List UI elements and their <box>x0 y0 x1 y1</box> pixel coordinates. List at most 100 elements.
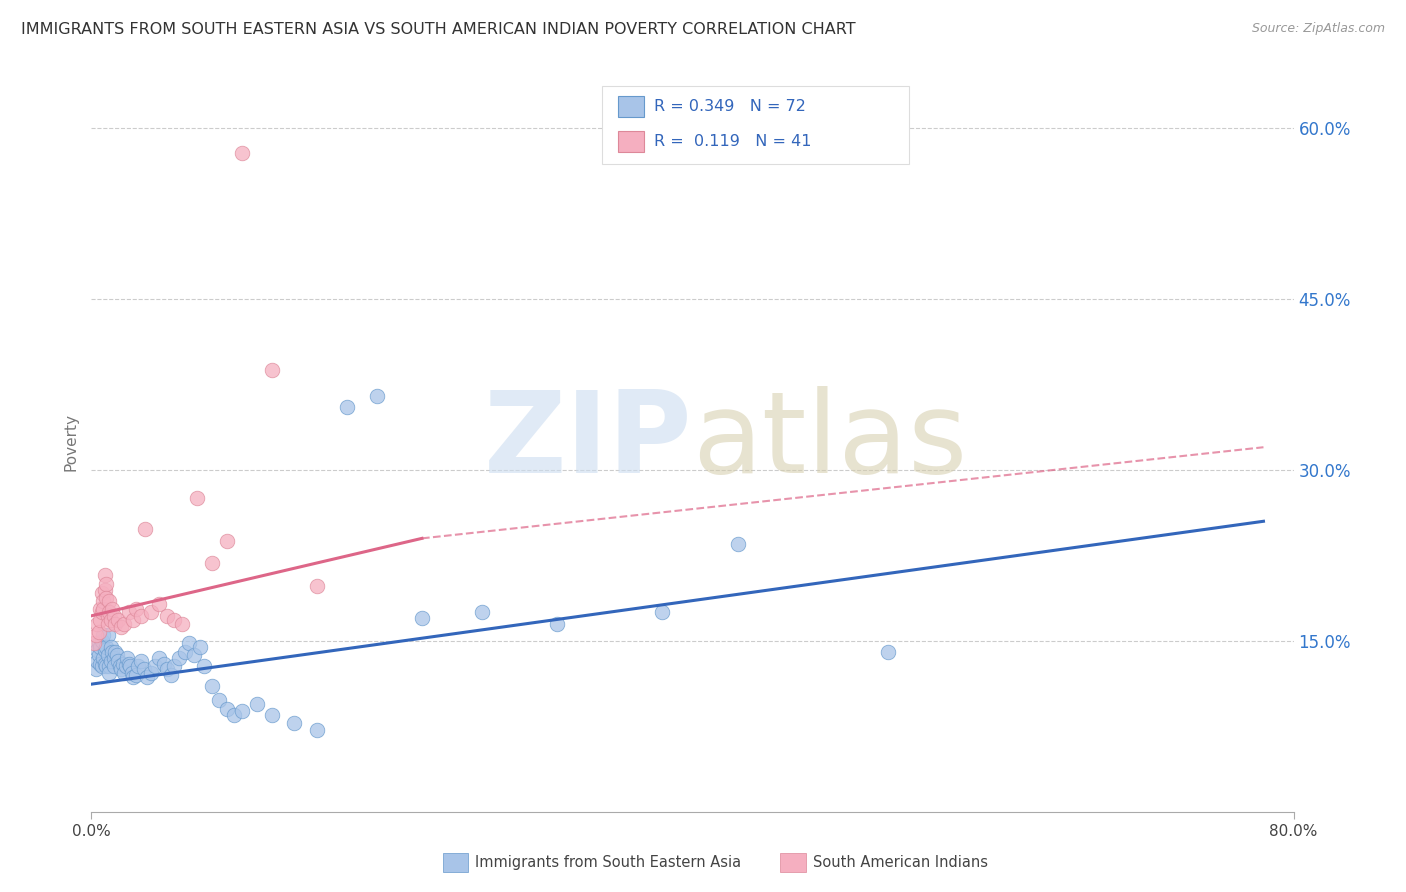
Point <box>89 640 111 654</box>
FancyBboxPatch shape <box>617 95 644 117</box>
Point <box>100 613 122 627</box>
Point <box>86 654 108 668</box>
Point <box>155 662 177 676</box>
FancyBboxPatch shape <box>617 131 644 152</box>
Point <box>101 602 124 616</box>
Point <box>246 697 269 711</box>
Point <box>117 651 139 665</box>
Point <box>115 659 138 673</box>
Point <box>96 659 118 673</box>
Point <box>173 645 195 659</box>
Point <box>141 606 163 620</box>
Point <box>122 670 145 684</box>
Point <box>98 665 121 680</box>
Point <box>188 640 211 654</box>
Text: Source: ZipAtlas.com: Source: ZipAtlas.com <box>1251 22 1385 36</box>
Text: R = 0.349   N = 72: R = 0.349 N = 72 <box>654 99 806 114</box>
Point <box>231 146 253 161</box>
Point <box>87 648 110 662</box>
Point <box>108 659 131 673</box>
Point <box>96 640 118 654</box>
Point <box>129 608 152 623</box>
Point <box>183 648 205 662</box>
Point <box>94 643 117 657</box>
Point <box>167 651 190 665</box>
Point <box>93 594 115 608</box>
Point <box>208 693 231 707</box>
Point <box>94 582 117 597</box>
Point <box>160 668 183 682</box>
Point <box>94 567 117 582</box>
Point <box>114 665 136 680</box>
Point <box>107 613 129 627</box>
Point <box>103 608 125 623</box>
Point <box>651 606 673 620</box>
Point <box>201 680 224 694</box>
Point <box>86 643 108 657</box>
Text: atlas: atlas <box>692 386 967 497</box>
Point <box>84 662 107 676</box>
Point <box>366 389 388 403</box>
Point <box>305 579 328 593</box>
Point <box>83 636 105 650</box>
Point <box>186 491 208 506</box>
Point <box>260 707 283 722</box>
Point <box>215 533 238 548</box>
Point <box>90 586 112 600</box>
Point <box>111 657 134 671</box>
Point <box>193 659 215 673</box>
Point <box>98 594 121 608</box>
Point <box>260 363 283 377</box>
Point <box>98 659 121 673</box>
Point <box>305 723 328 737</box>
Y-axis label: Poverty: Poverty <box>63 412 79 471</box>
Point <box>224 707 246 722</box>
Point <box>163 613 186 627</box>
Point <box>876 645 898 659</box>
Point <box>143 659 166 673</box>
Point <box>148 651 170 665</box>
Point <box>105 648 128 662</box>
Point <box>87 636 110 650</box>
Text: South American Indians: South American Indians <box>813 855 987 870</box>
Point <box>125 668 148 682</box>
Point <box>96 577 118 591</box>
Point <box>103 651 125 665</box>
Point <box>89 602 111 616</box>
Point <box>125 602 148 616</box>
Point <box>94 657 117 671</box>
Point <box>103 659 125 673</box>
Point <box>84 628 107 642</box>
Point <box>170 616 193 631</box>
Point <box>127 659 149 673</box>
Point <box>93 651 115 665</box>
Point <box>215 702 238 716</box>
Point <box>152 657 174 671</box>
Point <box>411 611 433 625</box>
Point <box>727 537 749 551</box>
Point <box>148 598 170 612</box>
Point <box>98 606 121 620</box>
Point <box>136 670 159 684</box>
Point <box>89 657 111 671</box>
Point <box>163 659 186 673</box>
Point <box>283 715 305 730</box>
Point <box>93 628 115 642</box>
Point <box>201 557 224 571</box>
Point <box>90 606 112 620</box>
Point <box>93 602 115 616</box>
Point <box>87 624 110 639</box>
Point <box>89 613 111 627</box>
Point <box>122 613 145 627</box>
Point <box>110 662 132 676</box>
Point <box>90 659 112 673</box>
Point <box>120 659 142 673</box>
Point <box>100 640 122 654</box>
Point <box>336 401 359 415</box>
Point <box>97 608 120 623</box>
Point <box>121 665 143 680</box>
Point <box>90 633 112 648</box>
Point <box>134 522 156 536</box>
Point <box>86 616 108 631</box>
Point <box>118 606 141 620</box>
